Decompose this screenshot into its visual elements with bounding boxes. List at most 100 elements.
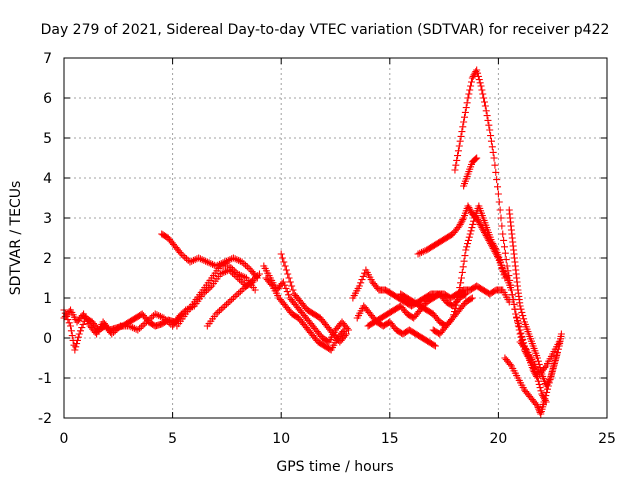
data-point-marker [134, 326, 142, 334]
data-point-marker [549, 366, 557, 374]
data-point-marker [285, 274, 293, 282]
data-point-marker [231, 292, 239, 300]
data-point-marker [514, 322, 522, 330]
data-point-marker [414, 250, 422, 258]
data-point-marker [179, 252, 187, 260]
y-tick-label: 4 [43, 171, 52, 187]
x-tick-label: 15 [381, 431, 399, 447]
data-point-marker [552, 353, 560, 361]
data-point-marker [205, 259, 213, 267]
data-point-marker [282, 266, 290, 274]
data-point-marker [342, 330, 350, 338]
data-point-marker [355, 282, 363, 290]
data-point-marker [212, 310, 220, 318]
data-point-marker [250, 275, 258, 283]
data-point-marker [480, 98, 488, 106]
data-point-marker [67, 322, 75, 330]
data-point-marker [78, 324, 86, 332]
series-arc-19 [516, 338, 563, 378]
data-point-marker [141, 320, 149, 328]
data-point-marker [247, 278, 255, 286]
data-point-marker [457, 274, 465, 282]
series-arc-3 [158, 230, 261, 282]
data-point-marker [455, 222, 463, 230]
data-point-marker [202, 257, 210, 265]
x-tick-label: 10 [272, 431, 290, 447]
data-point-marker [457, 132, 465, 140]
series-arc-11 [364, 290, 470, 330]
data-point-marker [481, 230, 489, 238]
data-point-marker [541, 364, 549, 372]
data-point-marker [238, 258, 246, 266]
data-point-marker [464, 202, 472, 210]
data-point-marker [475, 76, 483, 84]
data-point-marker [500, 271, 508, 279]
data-point-marker [238, 286, 246, 294]
data-point-marker [555, 338, 563, 346]
data-point-marker [341, 332, 349, 340]
data-point-marker [108, 330, 116, 338]
data-point-marker [421, 247, 429, 255]
y-tick-label: 7 [43, 51, 52, 67]
data-point-marker [189, 256, 197, 264]
data-point-marker [452, 161, 460, 169]
data-point-marker [517, 333, 525, 341]
data-point-marker [234, 270, 242, 278]
data-point-marker [242, 283, 250, 291]
data-point-marker [447, 316, 455, 324]
data-point-marker [538, 390, 546, 398]
data-point-marker [456, 284, 464, 292]
data-point-marker [450, 311, 458, 319]
data-point-marker [277, 250, 285, 258]
data-point-marker [235, 256, 243, 264]
data-point-marker [514, 318, 522, 326]
data-point-marker [521, 344, 529, 352]
data-point-marker [499, 230, 507, 238]
data-point-marker [543, 385, 551, 393]
data-point-marker [245, 280, 253, 288]
data-point-marker [289, 286, 297, 294]
data-point-marker [222, 300, 230, 308]
data-point-marker [490, 243, 498, 251]
data-point-marker [219, 304, 227, 312]
data-point-marker [136, 324, 144, 332]
data-point-marker [285, 291, 293, 299]
data-point-marker [111, 327, 119, 335]
data-point-marker [148, 313, 156, 321]
data-point-marker [242, 261, 250, 269]
data-point-marker [465, 90, 473, 98]
data-point-marker [255, 270, 263, 278]
data-point-marker [488, 143, 496, 151]
data-point-marker [221, 302, 229, 310]
data-point-marker [419, 248, 427, 256]
data-point-marker [460, 257, 468, 265]
data-point-marker [451, 166, 459, 174]
data-point-marker [243, 263, 251, 271]
data-point-marker [183, 255, 191, 263]
series-arc-13 [414, 202, 550, 406]
data-point-marker [235, 289, 243, 297]
data-point-marker [459, 123, 467, 131]
data-point-marker [504, 267, 512, 275]
data-point-marker [67, 327, 75, 335]
data-point-marker [499, 268, 507, 276]
data-point-marker [204, 285, 212, 293]
data-point-marker [288, 282, 296, 290]
data-point-marker [198, 256, 206, 264]
data-point-marker [472, 155, 480, 163]
data-point-marker [233, 256, 241, 264]
data-point-marker [505, 272, 513, 280]
data-point-marker [509, 296, 517, 304]
data-point-marker [454, 147, 462, 155]
data-point-marker [516, 330, 524, 338]
data-point-marker [75, 330, 83, 338]
data-point-marker [473, 154, 481, 162]
data-point-marker [249, 276, 257, 284]
data-point-marker [456, 137, 464, 145]
data-point-marker [531, 369, 539, 377]
data-point-marker [470, 71, 478, 79]
data-point-marker [186, 258, 194, 266]
data-point-marker [473, 66, 481, 74]
data-point-marker [479, 90, 487, 98]
series-arc-4 [173, 262, 259, 330]
